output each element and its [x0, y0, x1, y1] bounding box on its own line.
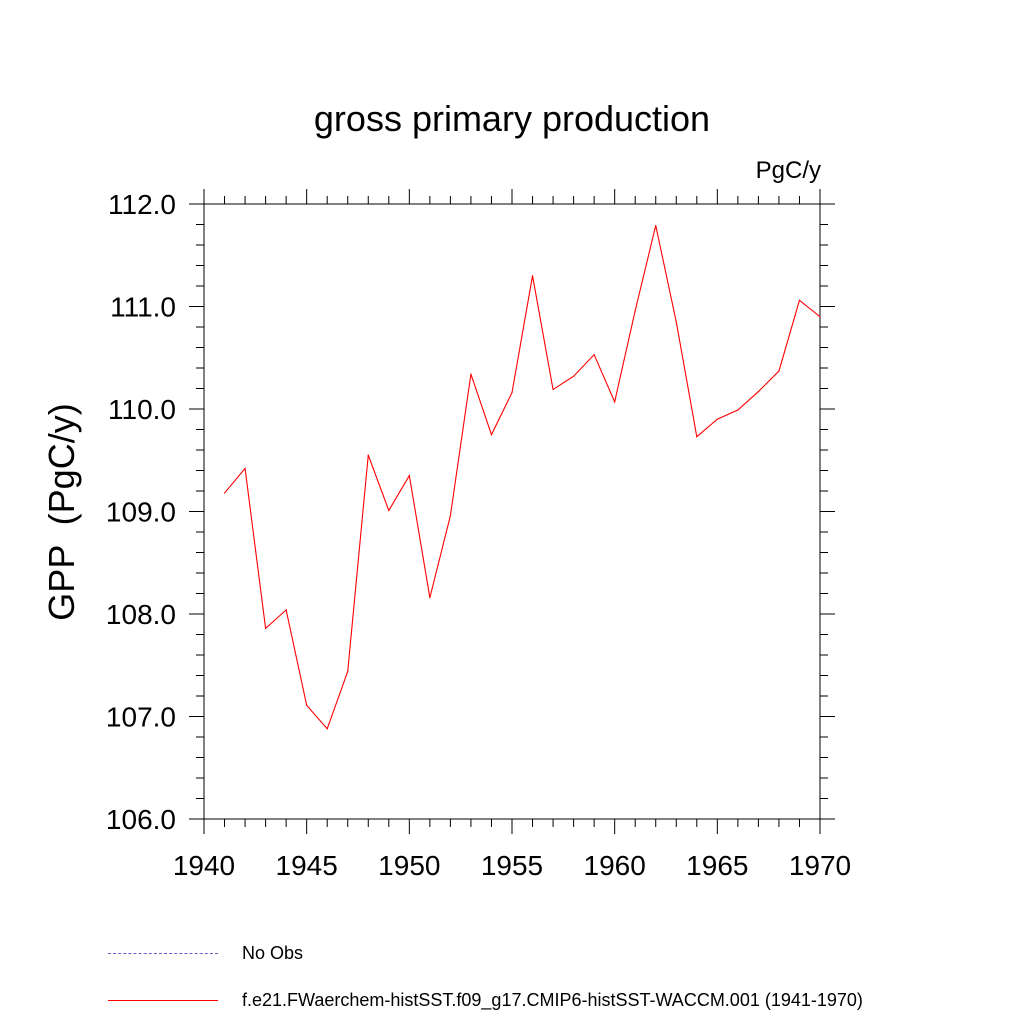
y-tick-label: 112.0: [108, 189, 176, 220]
legend-item-no-obs: No Obs: [108, 941, 303, 965]
x-tick-label: 1955: [481, 850, 543, 881]
data-point: [408, 475, 410, 477]
data-point: [490, 434, 493, 436]
y-tick-label: 108.0: [106, 599, 176, 630]
data-point: [285, 609, 287, 611]
data-point: [552, 388, 554, 391]
data-point: [367, 454, 369, 456]
legend-swatch-dashed: [108, 952, 218, 954]
units-label: PgC/y: [755, 157, 821, 184]
series-line: [224, 225, 821, 730]
legend-item-model-run: f.e21.FWaerchem-histSST.f09_g17.CMIP6-hi…: [108, 988, 863, 1012]
data-point: [388, 509, 390, 512]
x-tick-label: 1950: [378, 850, 440, 881]
data-point: [593, 354, 595, 356]
data-point: [573, 375, 575, 377]
data-point: [716, 418, 718, 420]
data-point: [244, 467, 246, 470]
data-point: [326, 728, 328, 730]
data-point: [429, 597, 431, 599]
data-point: [655, 224, 657, 227]
plot-frame: [203, 203, 821, 820]
y-tick-label: 106.0: [106, 804, 176, 835]
data-point: [531, 275, 534, 277]
data-point: [778, 370, 780, 372]
legend-label: f.e21.FWaerchem-histSST.f09_g17.CMIP6-hi…: [242, 989, 863, 1010]
data-point: [737, 409, 739, 411]
x-tick-label: 1970: [789, 850, 851, 881]
data-point: [819, 316, 821, 318]
data-point: [223, 492, 226, 494]
data-point: [306, 704, 308, 706]
legend-label: No Obs: [242, 942, 304, 963]
data-point: [511, 392, 513, 394]
data-point: [675, 321, 677, 323]
x-tick-label: 1940: [173, 850, 235, 881]
y-tick-label: 110.0: [108, 394, 176, 425]
data-point: [696, 436, 698, 438]
legend-swatch-solid: [108, 999, 218, 1001]
data-point: [449, 515, 451, 517]
y-tick-label: 109.0: [106, 497, 176, 528]
data-point: [614, 401, 616, 403]
chart-title: gross primary production: [313, 98, 711, 139]
y-tick-label: 111.0: [110, 292, 176, 323]
data-point: [798, 299, 801, 301]
x-tick-label: 1965: [686, 850, 748, 881]
x-tick-label: 1945: [276, 850, 338, 881]
y-tick-label: 107.0: [106, 702, 176, 733]
x-tick-label: 1960: [584, 850, 646, 881]
data-point: [470, 373, 472, 375]
data-point: [265, 627, 267, 629]
data-point: [347, 670, 349, 673]
data-point: [634, 310, 636, 312]
data-point: [757, 390, 760, 393]
